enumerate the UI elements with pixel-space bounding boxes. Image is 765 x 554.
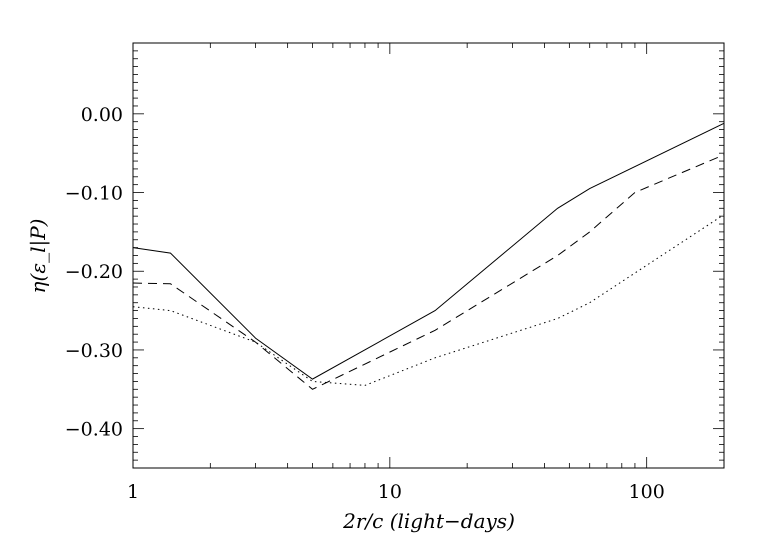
plot-border: [132, 42, 725, 469]
y-tick-label: −0.20: [65, 261, 123, 283]
plot-frame: [132, 42, 725, 469]
x-tick-labels: 1 10 100: [127, 481, 665, 503]
x-axis-label: 2r/c (light−days): [342, 509, 515, 533]
y-tick-labels: 0.00 −0.10 −0.20 −0.30 −0.40: [65, 104, 123, 441]
x-tick-label: 1: [127, 481, 139, 503]
axis-ticks: [132, 42, 725, 469]
y-tick-label: −0.40: [65, 419, 123, 441]
series-line-solid: [132, 122, 725, 380]
series-group: [132, 122, 725, 390]
series-line-dashed: [132, 154, 725, 390]
y-tick-label: −0.30: [65, 340, 123, 362]
y-axis-label: η(ε_l|P): [26, 219, 51, 294]
y-tick-label: −0.10: [65, 183, 123, 205]
x-tick-label: 100: [629, 481, 665, 503]
y-tick-label: 0.00: [81, 104, 123, 126]
series-line-dotted: [132, 214, 725, 386]
x-tick-label: 10: [378, 481, 402, 503]
